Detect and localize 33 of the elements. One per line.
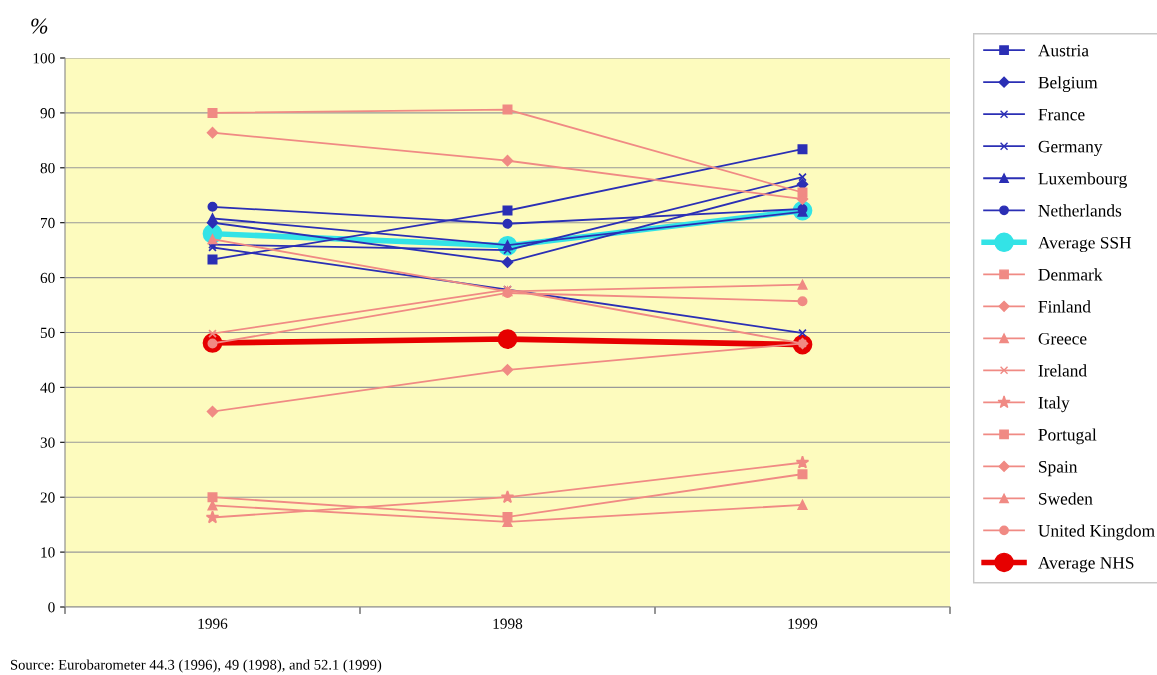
legend-label: Greece (1038, 332, 1087, 345)
y-tick-label: 30 (40, 437, 55, 448)
y-tick-label: 50 (40, 327, 55, 338)
legend-label: United Kingdom (1038, 524, 1155, 541)
x-tick-label: 1999 (788, 618, 818, 629)
legend-label: Austria (1038, 44, 1089, 57)
legend-label: Sweden (1039, 492, 1093, 505)
legend-label: Spain (1039, 460, 1078, 477)
y-axis-title: % (31, 18, 48, 34)
x-tick-label: 1996 (198, 618, 228, 629)
y-tick-label: 90 (40, 108, 55, 119)
legend-label: Italy (1038, 396, 1070, 413)
legend-label: Average NHS (1038, 557, 1134, 573)
legend-label: Belgium (1038, 76, 1098, 92)
y-tick-label: 80 (40, 162, 55, 174)
y-tick-label: 60 (40, 272, 55, 284)
legend-label: Ireland (1038, 364, 1087, 377)
y-tick-label: 20 (40, 492, 55, 503)
source-note: Source: Eurobarometer 44.3 (1996), 49 (1998), and 52.1 (1999) (10, 659, 382, 673)
legend-label: Netherlands (1038, 204, 1122, 217)
x-tick-label: 1998 (493, 618, 523, 629)
y-tick-label: 10 (41, 547, 55, 558)
y-tick-label: 70 (41, 217, 55, 229)
legend-label: Denmark (1038, 268, 1103, 281)
y-tick-label: 100 (33, 53, 55, 64)
y-tick-label: 0 (48, 602, 55, 613)
y-tick-label: 40 (40, 382, 55, 393)
legend-label: Portugal (1038, 428, 1097, 445)
legend-label: Finland (1038, 300, 1091, 313)
legend-label: France (1038, 108, 1085, 121)
legend-label: Luxembourg (1038, 172, 1127, 189)
legend-label: Average SSH (1038, 236, 1132, 253)
legend-label: Germany (1038, 140, 1103, 157)
